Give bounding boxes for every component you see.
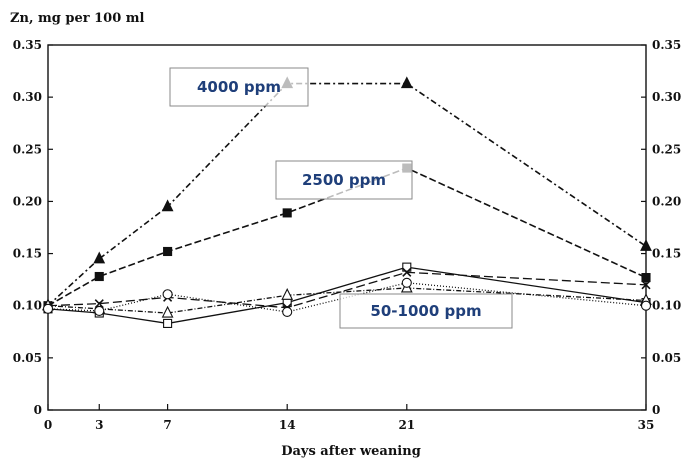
y-tick-label-right: 0.35	[652, 38, 681, 52]
series-line	[47, 82, 647, 307]
data-point-circle	[162, 289, 173, 300]
y-tick-label-left: 0.35	[13, 38, 42, 52]
data-point-triangle	[640, 239, 652, 251]
y-tick-label-right: 0	[652, 403, 660, 417]
x-tick-label: 0	[44, 418, 52, 432]
y-tick-label-right: 0.25	[652, 142, 681, 156]
data-point-triangle	[161, 305, 174, 318]
y-tick-label-left: 0.25	[13, 142, 42, 156]
plot-frame	[47, 44, 647, 411]
plot-border	[47, 44, 647, 411]
series-line	[47, 287, 647, 314]
data-point-triangle	[93, 251, 106, 264]
annotation-box	[339, 293, 513, 329]
y-tick-label-left: 0.15	[13, 247, 42, 261]
x-axis-title: Days after weaning	[281, 444, 421, 459]
y-tick-label-left: 0	[34, 403, 42, 417]
series-line	[47, 167, 647, 307]
y-tick-label-left: 0.05	[13, 351, 42, 365]
data-point-square	[641, 273, 651, 283]
data-point-square	[282, 208, 292, 218]
data-point-circle	[401, 277, 412, 288]
x-tick-label: 14	[279, 418, 296, 432]
series-line	[47, 282, 647, 313]
data-point-circle	[94, 305, 105, 316]
series-line	[47, 266, 647, 325]
y-tick-label-left: 0.20	[13, 194, 42, 208]
annotation-label: 2500 ppm	[302, 171, 386, 189]
data-point-square	[94, 271, 104, 282]
data-point-circle	[640, 300, 652, 311]
annotation-label: 4000 ppm	[197, 78, 281, 96]
y-tick-label-right: 0.10	[652, 299, 681, 313]
data-point-triangle	[400, 76, 413, 89]
x-axis: 0 3 7 14 21 35	[44, 404, 655, 432]
data-point-square	[163, 246, 173, 257]
y-tick-label-right: 0.30	[652, 90, 681, 104]
series-group	[42, 76, 652, 328]
x-tick-label: 3	[95, 418, 103, 432]
annotation-box	[169, 67, 309, 107]
x-tick-label: 35	[638, 418, 655, 432]
data-point-square	[402, 262, 412, 272]
left-y-axis: 0 0.05 0.10 0.15 0.20 0.25 0.30 0.35	[13, 38, 53, 417]
data-point-triangle	[161, 199, 174, 212]
series-line	[47, 271, 647, 309]
data-point-x	[402, 267, 412, 277]
annotation-label: 50-1000 ppm	[370, 302, 481, 320]
series-line-group	[42, 277, 652, 318]
y-tick-label-right: 0.20	[652, 194, 681, 208]
right-y-axis: 0 0.05 0.10 0.15 0.20 0.25 0.30 0.35	[641, 38, 681, 417]
annotations: 4000 ppm 2500 ppm 50-1000 ppm	[169, 67, 513, 329]
data-point-x	[641, 280, 651, 290]
y-tick-label-right: 0.05	[652, 351, 681, 365]
y-tick-label-left: 0.30	[13, 90, 42, 104]
x-tick-label: 7	[163, 418, 171, 432]
data-point-circle	[42, 303, 54, 314]
data-point-triangle	[281, 288, 294, 300]
data-point-square	[163, 318, 173, 328]
data-point-circle	[282, 306, 293, 318]
annotation-box	[275, 160, 413, 200]
y-tick-label-left: 0.10	[13, 299, 42, 313]
y-axis-title: Zn, mg per 100 ml	[10, 11, 145, 26]
x-tick-label: 21	[398, 418, 415, 432]
y-tick-label-right: 0.15	[652, 247, 681, 261]
